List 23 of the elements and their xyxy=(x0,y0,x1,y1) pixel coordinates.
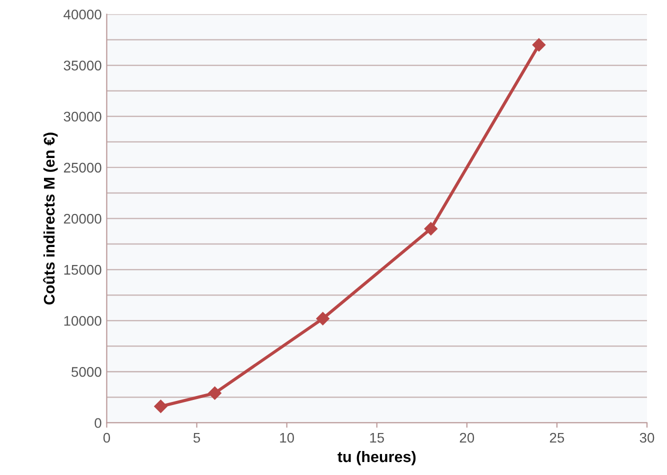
y-tick-label: 5000 xyxy=(72,367,102,377)
x-tick-label: 10 xyxy=(280,432,294,443)
y-tick-label: 25000 xyxy=(64,162,102,173)
y-tick-label: 35000 xyxy=(64,60,102,70)
x-tick-label: 15 xyxy=(370,432,384,443)
y-tick-label: 30000 xyxy=(64,112,102,122)
point xyxy=(208,386,222,400)
x-axis-title: tu (heures) xyxy=(338,450,416,466)
y-tick-label: 15000 xyxy=(64,264,102,275)
point xyxy=(154,400,168,413)
y-axis-title: Coûts indirects M (en €) xyxy=(43,132,58,304)
point xyxy=(424,222,438,236)
x-tick-label: 0 xyxy=(103,432,110,443)
x-tick-label: 25 xyxy=(550,432,564,443)
x-tick-label: 5 xyxy=(193,432,200,443)
y-tick-label: 0 xyxy=(94,418,102,428)
y-tick-label: 10000 xyxy=(64,316,102,326)
x-tick-label: 20 xyxy=(460,432,474,443)
point xyxy=(316,312,330,326)
x-tick-label: 30 xyxy=(640,432,654,443)
y-tick-label: 40000 xyxy=(64,10,102,20)
point xyxy=(532,38,546,52)
y-tick-label: 20000 xyxy=(64,214,102,224)
